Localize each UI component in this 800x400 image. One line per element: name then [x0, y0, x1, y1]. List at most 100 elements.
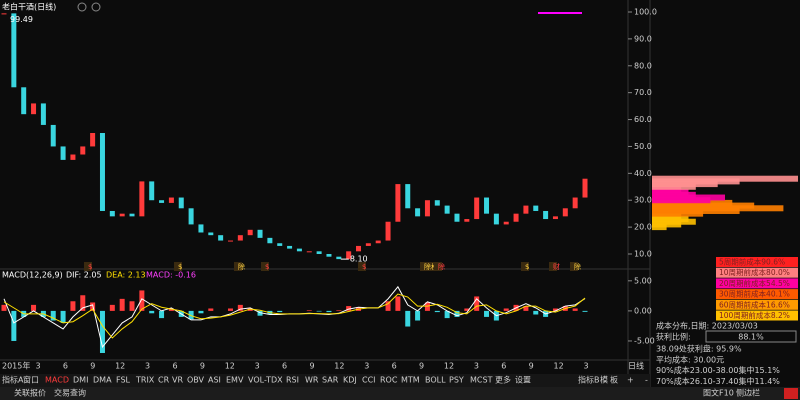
candle — [346, 251, 352, 260]
icon[interactable] — [91, 2, 101, 12]
tab[interactable]: FSL — [116, 376, 131, 385]
indicator-stripe — [538, 12, 582, 14]
x-tick-label: 9 — [90, 362, 95, 371]
tab[interactable]: DMI — [73, 376, 88, 385]
tab[interactable]: BOLL — [425, 376, 446, 385]
tab[interactable]: CCI — [362, 376, 376, 385]
candle — [493, 213, 499, 225]
macd-bar — [454, 310, 460, 317]
candle — [405, 184, 411, 209]
macd-bar — [415, 310, 421, 321]
tab[interactable]: 窗口 — [23, 375, 39, 385]
tab[interactable]: 指标B — [578, 375, 600, 385]
macd-bar — [316, 310, 322, 312]
macd-bar — [247, 308, 253, 311]
candle — [139, 181, 145, 217]
legend-box — [716, 267, 798, 278]
candle — [90, 133, 96, 147]
icon[interactable] — [77, 2, 87, 12]
macd-bar — [444, 310, 450, 319]
cost-info: 90%成本23.00-38.00集中15.1% — [656, 365, 780, 375]
y-tick-label: 80.0 — [634, 61, 652, 70]
tab[interactable]: + — [627, 376, 634, 385]
macd-bar — [405, 310, 411, 327]
tab[interactable]: 更多 — [495, 375, 511, 385]
profit-label: 获利比例: — [656, 332, 691, 342]
tab[interactable]: MCST — [470, 376, 493, 385]
candle — [119, 213, 125, 217]
tab[interactable]: SAR — [322, 376, 339, 385]
x-tick-label: 6 — [282, 362, 287, 371]
tab[interactable]: MACD — [45, 376, 69, 385]
status-button[interactable]: 关联报价 — [14, 388, 46, 398]
sell-button[interactable] — [784, 388, 798, 399]
candle — [218, 235, 224, 241]
tab[interactable]: DMA — [93, 376, 112, 385]
candle — [40, 103, 46, 125]
y-tick-label: 40.0 — [634, 169, 652, 178]
tab[interactable]: - — [645, 376, 648, 385]
status-button[interactable]: 图文F10 — [703, 388, 734, 398]
candle — [109, 210, 115, 217]
event-badge — [84, 262, 92, 271]
tab[interactable]: ROC — [380, 376, 398, 385]
tab[interactable]: EMV — [226, 376, 244, 385]
tab[interactable]: 模 — [600, 375, 608, 385]
macd-bar — [149, 310, 155, 314]
x-tick-label: 12 — [444, 362, 454, 371]
tab[interactable]: 指标A — [2, 375, 24, 385]
tab[interactable]: WR — [305, 376, 319, 385]
y-tick-label: 90.0 — [634, 34, 652, 43]
y-tick-label: 100.0 — [634, 8, 657, 17]
event-label: $ — [178, 263, 182, 271]
x-tick-label: 3 — [35, 362, 40, 371]
candle — [356, 245, 362, 252]
macd-bar — [424, 302, 430, 311]
candle — [296, 248, 302, 252]
x-tick-label: 6 — [63, 362, 68, 371]
tab[interactable]: VOL-TDX — [248, 376, 283, 385]
tab[interactable]: MTM — [401, 376, 420, 385]
tab[interactable]: CR — [158, 376, 170, 385]
macd-bar — [237, 304, 243, 311]
x-tick-label: 9 — [309, 362, 314, 371]
candle — [582, 178, 588, 198]
tab[interactable]: VR — [172, 376, 183, 385]
tab[interactable]: RSI — [286, 376, 299, 385]
tab[interactable]: 设置 — [515, 375, 531, 385]
candle — [552, 216, 558, 220]
macd-bar — [395, 296, 401, 311]
event-badge — [521, 262, 529, 271]
candle — [257, 229, 263, 238]
tab[interactable]: OBV — [187, 376, 205, 385]
toolbar — [0, 374, 650, 387]
legend-box — [716, 257, 798, 267]
status-button[interactable]: 侧边栏 — [736, 388, 760, 398]
event-badge — [434, 262, 442, 271]
y-tick-label: 5.00 — [634, 276, 652, 285]
status-button[interactable]: 交易查询 — [54, 388, 86, 398]
macd-bar — [129, 301, 135, 311]
event-label: 除 — [438, 262, 445, 271]
tab[interactable]: TRIX — [135, 376, 155, 385]
tab[interactable]: 板 — [610, 375, 618, 385]
candle — [70, 154, 76, 160]
macd-bar — [159, 310, 165, 319]
legend-label: 100周期前成本8.2% — [719, 310, 790, 320]
candle — [572, 197, 578, 209]
cost-date: 成本分布,日期: 2023/03/03 — [656, 321, 758, 331]
candle — [316, 251, 322, 254]
macd-bar — [80, 295, 86, 311]
candle — [208, 232, 214, 236]
tab[interactable]: KDJ — [343, 376, 357, 385]
event-badge — [174, 262, 182, 271]
x-tick-label: 12 — [334, 362, 344, 371]
candle — [533, 205, 539, 211]
candle — [129, 213, 135, 217]
candle — [188, 208, 194, 225]
tab[interactable]: PSY — [449, 376, 464, 385]
candle — [562, 208, 568, 217]
candle — [306, 251, 312, 253]
tab[interactable]: ASI — [208, 376, 221, 385]
